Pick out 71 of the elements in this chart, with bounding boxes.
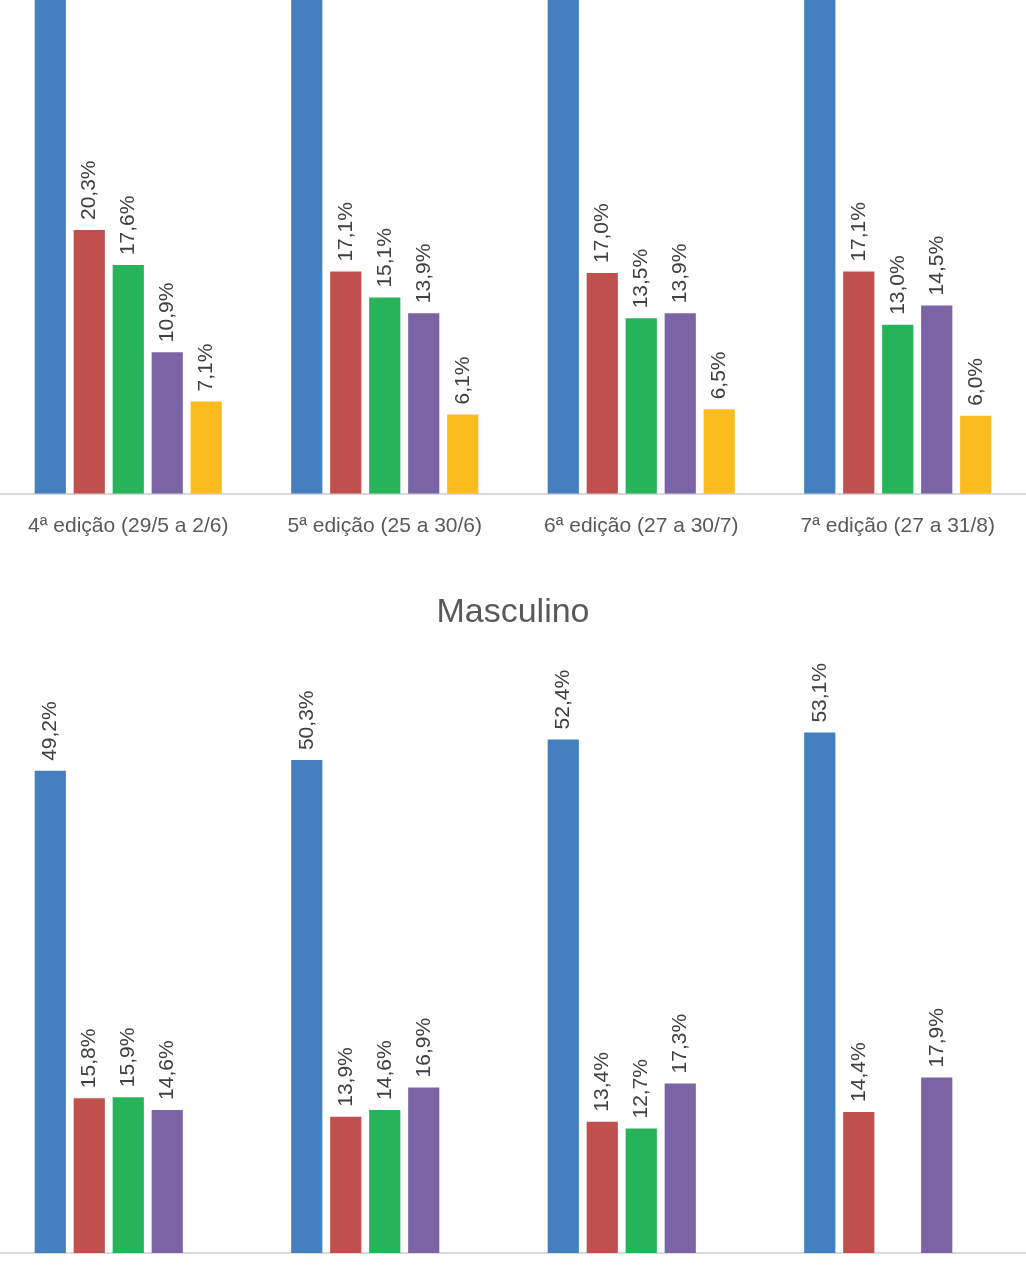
data-label: 10,9%: [154, 282, 178, 343]
data-label: 14,6%: [154, 1040, 178, 1100]
data-label: 17,6%: [115, 195, 139, 256]
bar: [408, 1087, 440, 1253]
data-label: 17,1%: [332, 202, 356, 262]
data-label: 14,5%: [923, 235, 947, 296]
data-label: 13,9%: [667, 243, 691, 304]
data-label: 16,9%: [410, 1017, 434, 1078]
bar: [664, 1083, 696, 1253]
bar: [330, 271, 362, 494]
bar: [369, 1109, 401, 1253]
bar: [34, 0, 66, 494]
data-label: 7,1%: [193, 343, 217, 392]
x-tick-label: 5ª edição (25 a 30/6): [287, 513, 483, 537]
bar: [112, 265, 144, 494]
bar: [112, 1097, 144, 1253]
bar: [843, 1111, 875, 1253]
data-label: 15,1%: [371, 228, 395, 288]
bar: [625, 1128, 657, 1253]
data-label: 13,0%: [884, 255, 908, 315]
bar: [804, 732, 836, 1253]
bar: [843, 271, 875, 494]
data-label: 6,0%: [962, 357, 986, 406]
data-label: 15,9%: [115, 1027, 139, 1088]
data-label: 13,9%: [410, 243, 434, 304]
bar: [408, 313, 440, 494]
bar: [151, 1109, 183, 1253]
bar: [190, 401, 222, 494]
bar: [291, 0, 323, 494]
bar: [151, 352, 183, 494]
data-label: 49,2%: [37, 701, 61, 761]
data-label: 17,1%: [845, 202, 869, 262]
data-label: 15,8%: [76, 1028, 100, 1089]
bar: [330, 1116, 362, 1253]
bar: [586, 1121, 618, 1253]
data-label: 17,3%: [667, 1013, 691, 1074]
bar: [73, 1098, 105, 1253]
bar: [447, 414, 479, 494]
data-label: 17,9%: [923, 1008, 947, 1068]
bar: [369, 297, 401, 494]
data-label: 6,1%: [449, 356, 473, 405]
x-tick-label: 6ª edição (27 a 30/7): [543, 513, 739, 537]
bar: [547, 739, 579, 1253]
bar: [804, 0, 836, 494]
data-label: 17,0%: [589, 203, 613, 263]
data-label: 50,3%: [293, 690, 317, 751]
bar: [921, 1077, 953, 1253]
data-label: 13,9%: [332, 1047, 356, 1107]
bar: [291, 760, 323, 1253]
data-label: 14,4%: [845, 1042, 869, 1102]
bar: [34, 770, 66, 1253]
data-label: 20,3%: [76, 160, 100, 221]
data-label: 13,4%: [589, 1052, 613, 1112]
data-label: 13,5%: [628, 248, 652, 309]
chart-title: Masculino: [435, 590, 591, 631]
data-label: 12,7%: [628, 1058, 652, 1119]
bar: [882, 324, 914, 494]
x-tick-label: 7ª edição (27 a 31/8): [800, 513, 996, 537]
data-label: 53,1%: [806, 663, 830, 723]
bar: [73, 230, 105, 494]
bar: [960, 415, 992, 494]
data-label: 52,4%: [550, 669, 574, 730]
bar: [625, 318, 657, 494]
bar: [586, 272, 618, 494]
data-label: 6,5%: [706, 351, 730, 400]
data-label: 14,6%: [371, 1040, 395, 1100]
bar: [664, 313, 696, 494]
bar: [921, 305, 953, 494]
bar: [703, 409, 735, 494]
x-tick-label: 4ª edição (29/5 a 2/6): [28, 513, 229, 537]
bar: [547, 0, 579, 494]
